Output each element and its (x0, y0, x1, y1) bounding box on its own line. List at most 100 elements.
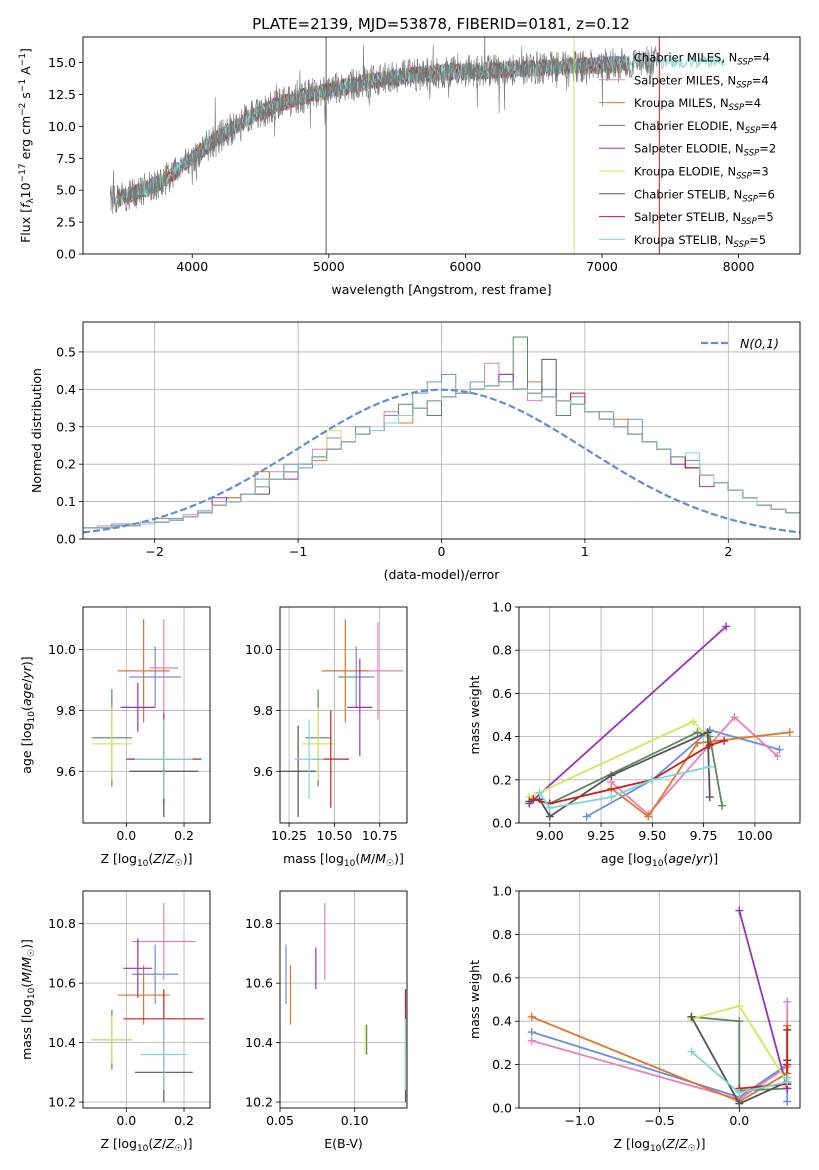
label-part: 10 (650, 1144, 662, 1154)
label-part: ] (18, 48, 33, 53)
legend-label-part: SSP (745, 126, 761, 136)
y-tick-label: 0.2 (56, 457, 76, 472)
x-tick-label: 10.50 (317, 828, 353, 843)
weight-marker (705, 762, 714, 771)
legend-label-part: Salpeter MILES, N (634, 73, 736, 87)
y-tick-label: 9.6 (56, 764, 76, 779)
legend-label-part: SSP (742, 194, 758, 204)
legend-label-part: =5 (757, 210, 774, 224)
label-part: ( (661, 1136, 666, 1151)
x-tick-label: −1.0 (564, 1113, 594, 1128)
weight-marker (545, 812, 554, 821)
y-tick-label: 0.4 (492, 1014, 512, 1029)
weight_vs_age-frame (518, 606, 801, 824)
x-tick-label: −2 (145, 544, 163, 559)
histogram-step (83, 381, 800, 529)
weight-line (738, 910, 789, 1089)
label-part: )] (394, 851, 404, 866)
legend-label: Salpeter ELODIE, NSSP=2 (634, 142, 776, 159)
weight-marker (720, 736, 729, 745)
weight-marker (735, 906, 744, 915)
x-tick-label: 0.2 (174, 1113, 194, 1128)
legend-label-part: =4 (752, 73, 769, 87)
spectrum-legend: Chabrier MILES, N SSP =4 Salpeter MILES, N S… (599, 51, 777, 250)
label-part: )] (696, 1136, 706, 1151)
label-part: Z (152, 851, 162, 866)
label-part: yr (19, 665, 34, 679)
weight_vs_age-ylabel: mass weight (467, 675, 482, 754)
weight-marker (775, 745, 784, 754)
label-part: 10 (27, 711, 37, 723)
axes-weight_vs_age: 9.00 9.25 9.50 9.75 10.00 0.0 0.2 0.4 0.6 0.8 1.0 (492, 600, 800, 843)
weight-marker (545, 803, 554, 812)
age_vs_mass-frame (279, 606, 408, 824)
label-part: Z (665, 1136, 675, 1151)
label-part: )] (183, 851, 193, 866)
axes-age_vs_Z: 0.0 0.2 9.6 9.8 10.0 (48, 607, 210, 843)
legend-label: Kroupa ELODIE, NSSP=3 (634, 165, 769, 182)
weight-marker (730, 713, 739, 722)
histogram-series (82, 336, 801, 534)
label-part: Flux [ (18, 208, 33, 243)
weight-marker (735, 1099, 744, 1108)
y-tick-label: 10.8 (245, 916, 273, 931)
legend-label-part: Chabrier MILES, N (634, 51, 737, 65)
weight_vs_Z-frame (518, 890, 801, 1109)
mass_vs_ebv-xlabel: E(B-V) (324, 1136, 363, 1151)
label-part: Z (678, 1136, 688, 1151)
x-tick-label: 9.00 (536, 828, 564, 843)
label-part: )] (19, 656, 34, 666)
x-tick-label: 7000 (586, 259, 618, 274)
residuals-xlabel: (data-model)/error (384, 567, 501, 582)
weight-marker (527, 1036, 536, 1045)
label-part: M (19, 957, 34, 968)
residuals-ylabel: Normed distribution (29, 368, 44, 493)
weight-line (528, 720, 707, 798)
legend-label: Kroupa MILES, NSSP=4 (634, 96, 761, 113)
x-tick-label: 0.2 (174, 828, 194, 843)
weight-marker (687, 1012, 696, 1021)
weight-marker (607, 771, 616, 780)
legend-label-part: =3 (752, 165, 769, 179)
label-part: age [log (19, 722, 34, 773)
weight-series-weight_vs_Z (527, 906, 792, 1108)
legend-label-part: =4 (753, 51, 770, 65)
y-tick-label: 9.8 (253, 703, 273, 718)
x-tick-label: 0.10 (341, 1113, 369, 1128)
y-tick-label: 0.0 (56, 247, 76, 262)
legend-label: Kroupa STELIB, NSSP=5 (634, 233, 766, 250)
x-tick-label: 8000 (723, 259, 755, 274)
label-part: ☉ (175, 859, 183, 869)
weight-series-weight_vs_age (525, 622, 794, 821)
x-tick-label: 4000 (176, 259, 208, 274)
x-tick-label: 1 (581, 544, 589, 559)
label-part: ( (148, 1136, 153, 1151)
legend-label: N(0,1) (740, 336, 779, 351)
label-part: M (19, 972, 34, 983)
weight-marker (718, 801, 727, 810)
label-part: ( (663, 851, 668, 866)
x-tick-label: 9.75 (690, 828, 718, 843)
label-part: age (19, 683, 34, 707)
residuals-frame (82, 321, 801, 540)
errorbar-series-mass_vs_ebv (285, 902, 407, 1103)
y-tick-label: 0.3 (56, 419, 76, 434)
errorbar-series-age_vs_mass (280, 619, 404, 817)
x-tick-label: 9.50 (638, 828, 666, 843)
legend-label-part: Kroupa MILES, N (634, 96, 729, 110)
label-part: Z [log (100, 1136, 136, 1151)
y-tick-label: 0.8 (492, 927, 512, 942)
x-tick-label: −1 (289, 544, 307, 559)
legend-label-part: Salpeter ELODIE, N (634, 142, 744, 156)
y-tick-label: 0.6 (492, 686, 512, 701)
weight-marker (648, 775, 657, 784)
figure-title: PLATE=2139, MJD=53878, FIBERID=0181, z=0… (252, 15, 630, 33)
axes-residuals: −2 −1 0 1 2 0.0 0.1 0.2 0.3 0.4 0.5 (56, 322, 800, 559)
age_vs_Z-frame (82, 606, 211, 824)
weight-marker (735, 1017, 744, 1026)
x-tick-label: 0.0 (729, 1113, 749, 1128)
legend-label: Salpeter STELIB, NSSP=5 (634, 210, 774, 227)
y-tick-label: 10.6 (245, 976, 273, 991)
weight-marker (582, 812, 591, 821)
spectrum-series (109, 37, 726, 254)
